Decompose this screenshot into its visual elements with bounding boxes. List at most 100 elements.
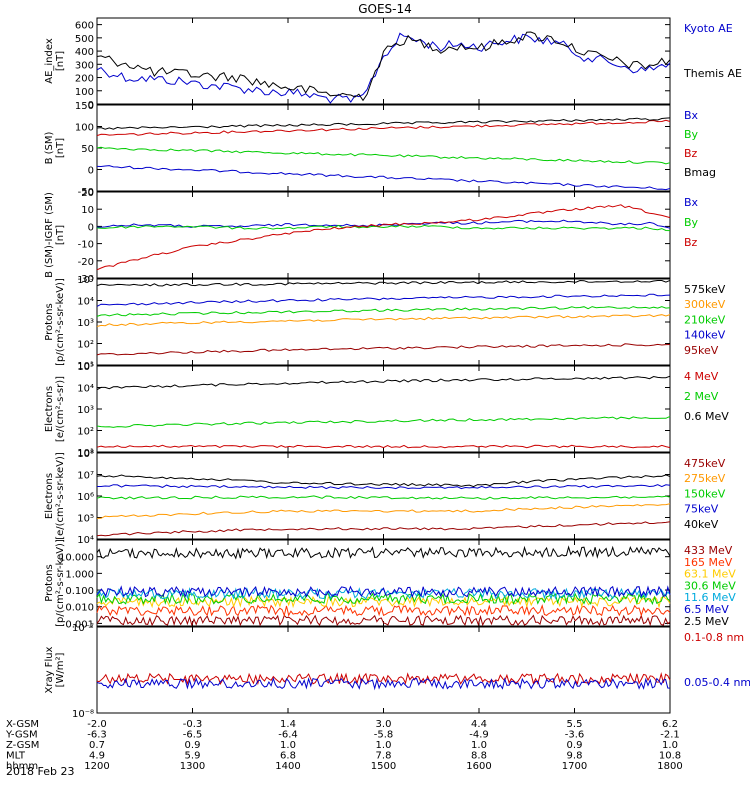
y-axis-label: [nT] bbox=[55, 225, 66, 245]
x-axis-value: 7.8 bbox=[376, 751, 392, 762]
legend-entry: Bz bbox=[684, 236, 698, 249]
legend-entry: 140keV bbox=[684, 329, 726, 342]
x-axis-value: 1.0 bbox=[662, 740, 678, 751]
legend-entry: Themis AE bbox=[683, 67, 742, 80]
legend-entry: By bbox=[684, 216, 699, 229]
x-axis-value: 4.4 bbox=[471, 719, 487, 730]
y-tick-label: -20 bbox=[78, 257, 94, 268]
panel-frame bbox=[96, 191, 671, 279]
legend-entry: 2 MeV bbox=[684, 390, 719, 403]
series-line-0-6-mev bbox=[96, 375, 671, 391]
series-line-140kev bbox=[96, 293, 671, 307]
series-line-275kev bbox=[96, 503, 671, 519]
legend-entry: Bx bbox=[684, 196, 699, 209]
series-line-bz bbox=[96, 119, 671, 137]
x-axis-row-label: Z-GSM bbox=[6, 740, 39, 751]
y-tick-label: 600 bbox=[75, 21, 94, 32]
legend-entry: 0.6 MeV bbox=[684, 410, 729, 423]
panel-3: -30 -20 -10 0 10 20 B (SM)-IGRF (SM) [nT] Bx By Bz bbox=[44, 188, 699, 285]
y-tick-label: -30 bbox=[78, 274, 94, 285]
x-axis-value: -5.8 bbox=[374, 730, 394, 741]
series-line-by bbox=[96, 146, 671, 165]
y-tick-label: 100 bbox=[75, 87, 94, 98]
y-tick-label: 10¹ bbox=[77, 361, 94, 372]
y-axis-label: [W/m²] bbox=[55, 652, 66, 687]
x-axis-value: -4.9 bbox=[469, 730, 489, 741]
panel-6: 10⁴ 10⁵ 10⁶ 10⁷ 10⁸ Electrons [e/(cm²-s-sr-keV… bbox=[44, 449, 726, 546]
x-axis-value: 1.0 bbox=[376, 740, 392, 751]
panel-5: 10¹ 10² 10³ 10⁴ 10⁵ Electrons [e/(cm²-s-sr)] 4 … bbox=[44, 362, 729, 459]
y-tick-label: -10 bbox=[78, 240, 94, 251]
x-axis-value: 1800 bbox=[657, 761, 682, 772]
x-axis-value: 3.0 bbox=[376, 719, 392, 730]
series-line-75kev bbox=[97, 484, 671, 490]
series-line-kyoto-ae bbox=[96, 32, 671, 104]
y-tick-label: 100 bbox=[75, 123, 94, 134]
legend-entry: Kyoto AE bbox=[684, 22, 733, 35]
legend-entry: 433 MeV bbox=[684, 544, 733, 557]
series-line-63-1-mev bbox=[96, 594, 671, 609]
y-axis-label: Protons bbox=[44, 303, 55, 340]
x-axis-value: 5.9 bbox=[185, 751, 201, 762]
series-line-by bbox=[96, 224, 671, 232]
panel-frame bbox=[96, 104, 671, 192]
x-axis-value: -6.3 bbox=[87, 730, 107, 741]
x-axis-value: 1700 bbox=[562, 761, 587, 772]
x-axis-table: X-GSM -2.0 -0.3 1.4 3.0 4.4 5.5 6.2 Y-GSM -6.3 -6.… bbox=[5, 719, 683, 772]
x-axis-value: -0.3 bbox=[183, 719, 203, 730]
y-tick-label: 10³ bbox=[77, 318, 94, 329]
y-axis-label: B (SM) bbox=[44, 131, 55, 164]
y-tick-label: 0 bbox=[88, 222, 94, 233]
y-tick-label: 10⁷ bbox=[77, 471, 94, 482]
legend-entry: 165 MeV bbox=[684, 556, 733, 569]
legend-entry: 210keV bbox=[684, 313, 726, 326]
y-tick-label: 0.001 bbox=[65, 619, 94, 630]
y-tick-label: 10² bbox=[77, 427, 94, 438]
panel-4: 10¹ 10² 10³ 10⁴ 10⁵ Protons [p/(cm²-s-sr-keV)]… bbox=[44, 275, 726, 372]
legend-entry: 150keV bbox=[684, 487, 726, 500]
y-tick-label: 0 bbox=[88, 100, 94, 111]
y-tick-label: 10² bbox=[77, 340, 94, 351]
series-line-0-1-0-8-nm bbox=[96, 672, 671, 686]
legend-entry: 475keV bbox=[684, 457, 726, 470]
x-axis-value: 6.8 bbox=[280, 751, 296, 762]
y-tick-label: 400 bbox=[75, 47, 94, 58]
series-line-6-5-mev bbox=[96, 585, 671, 599]
x-axis-row-label: Y-GSM bbox=[5, 730, 38, 741]
y-axis-label: [e/(cm²-s-sr)] bbox=[55, 376, 66, 442]
date-label: 2018 Feb 23 bbox=[6, 765, 74, 778]
legend-entry: 4 MeV bbox=[684, 370, 719, 383]
y-tick-label: 300 bbox=[75, 60, 94, 71]
y-tick-label: 10⁵ bbox=[77, 514, 94, 525]
legend-entry: 275keV bbox=[684, 472, 726, 485]
legend-entry: 63.1 MeV bbox=[684, 568, 736, 581]
x-axis-value: -2.1 bbox=[660, 730, 680, 741]
y-tick-label: 0.010 bbox=[65, 603, 94, 614]
series-line-2-5-mev bbox=[96, 545, 671, 560]
x-axis-value: 1200 bbox=[84, 761, 109, 772]
y-tick-label: 10¹ bbox=[77, 448, 94, 459]
legend-entry: 575keV bbox=[684, 283, 726, 296]
series-line-95kev bbox=[96, 343, 671, 356]
legend-entry: 0.1-0.8 nm bbox=[684, 631, 744, 644]
x-axis-value: 1400 bbox=[275, 761, 300, 772]
legend-entry: 11.6 MeV bbox=[684, 591, 736, 604]
x-axis-row-label: hhmm bbox=[6, 761, 38, 772]
series-line-2-mev bbox=[96, 415, 671, 428]
x-axis-row-label: MLT bbox=[6, 751, 26, 762]
x-axis-value: -3.6 bbox=[565, 730, 585, 741]
legend-entry: 300keV bbox=[684, 298, 726, 311]
y-tick-label: 10³ bbox=[77, 405, 94, 416]
legend-entry: 6.5 MeV bbox=[684, 603, 729, 616]
x-axis-value: 1.4 bbox=[280, 719, 296, 730]
legend-entry: 95keV bbox=[684, 344, 719, 357]
x-axis-value: 1600 bbox=[466, 761, 491, 772]
y-tick-label: 10 bbox=[81, 205, 94, 216]
x-axis-value: 1300 bbox=[180, 761, 205, 772]
y-axis-label: [p/(cm²-s-sr-keV)] bbox=[55, 278, 66, 366]
y-tick-label: 150 bbox=[75, 101, 94, 112]
x-axis-value: 1500 bbox=[371, 761, 396, 772]
panel-1: 0 100 200 300 400 500 600 AE_index [nT] Kyoto AE T… bbox=[44, 17, 742, 111]
y-tick-label: 10⁶ bbox=[77, 492, 94, 503]
